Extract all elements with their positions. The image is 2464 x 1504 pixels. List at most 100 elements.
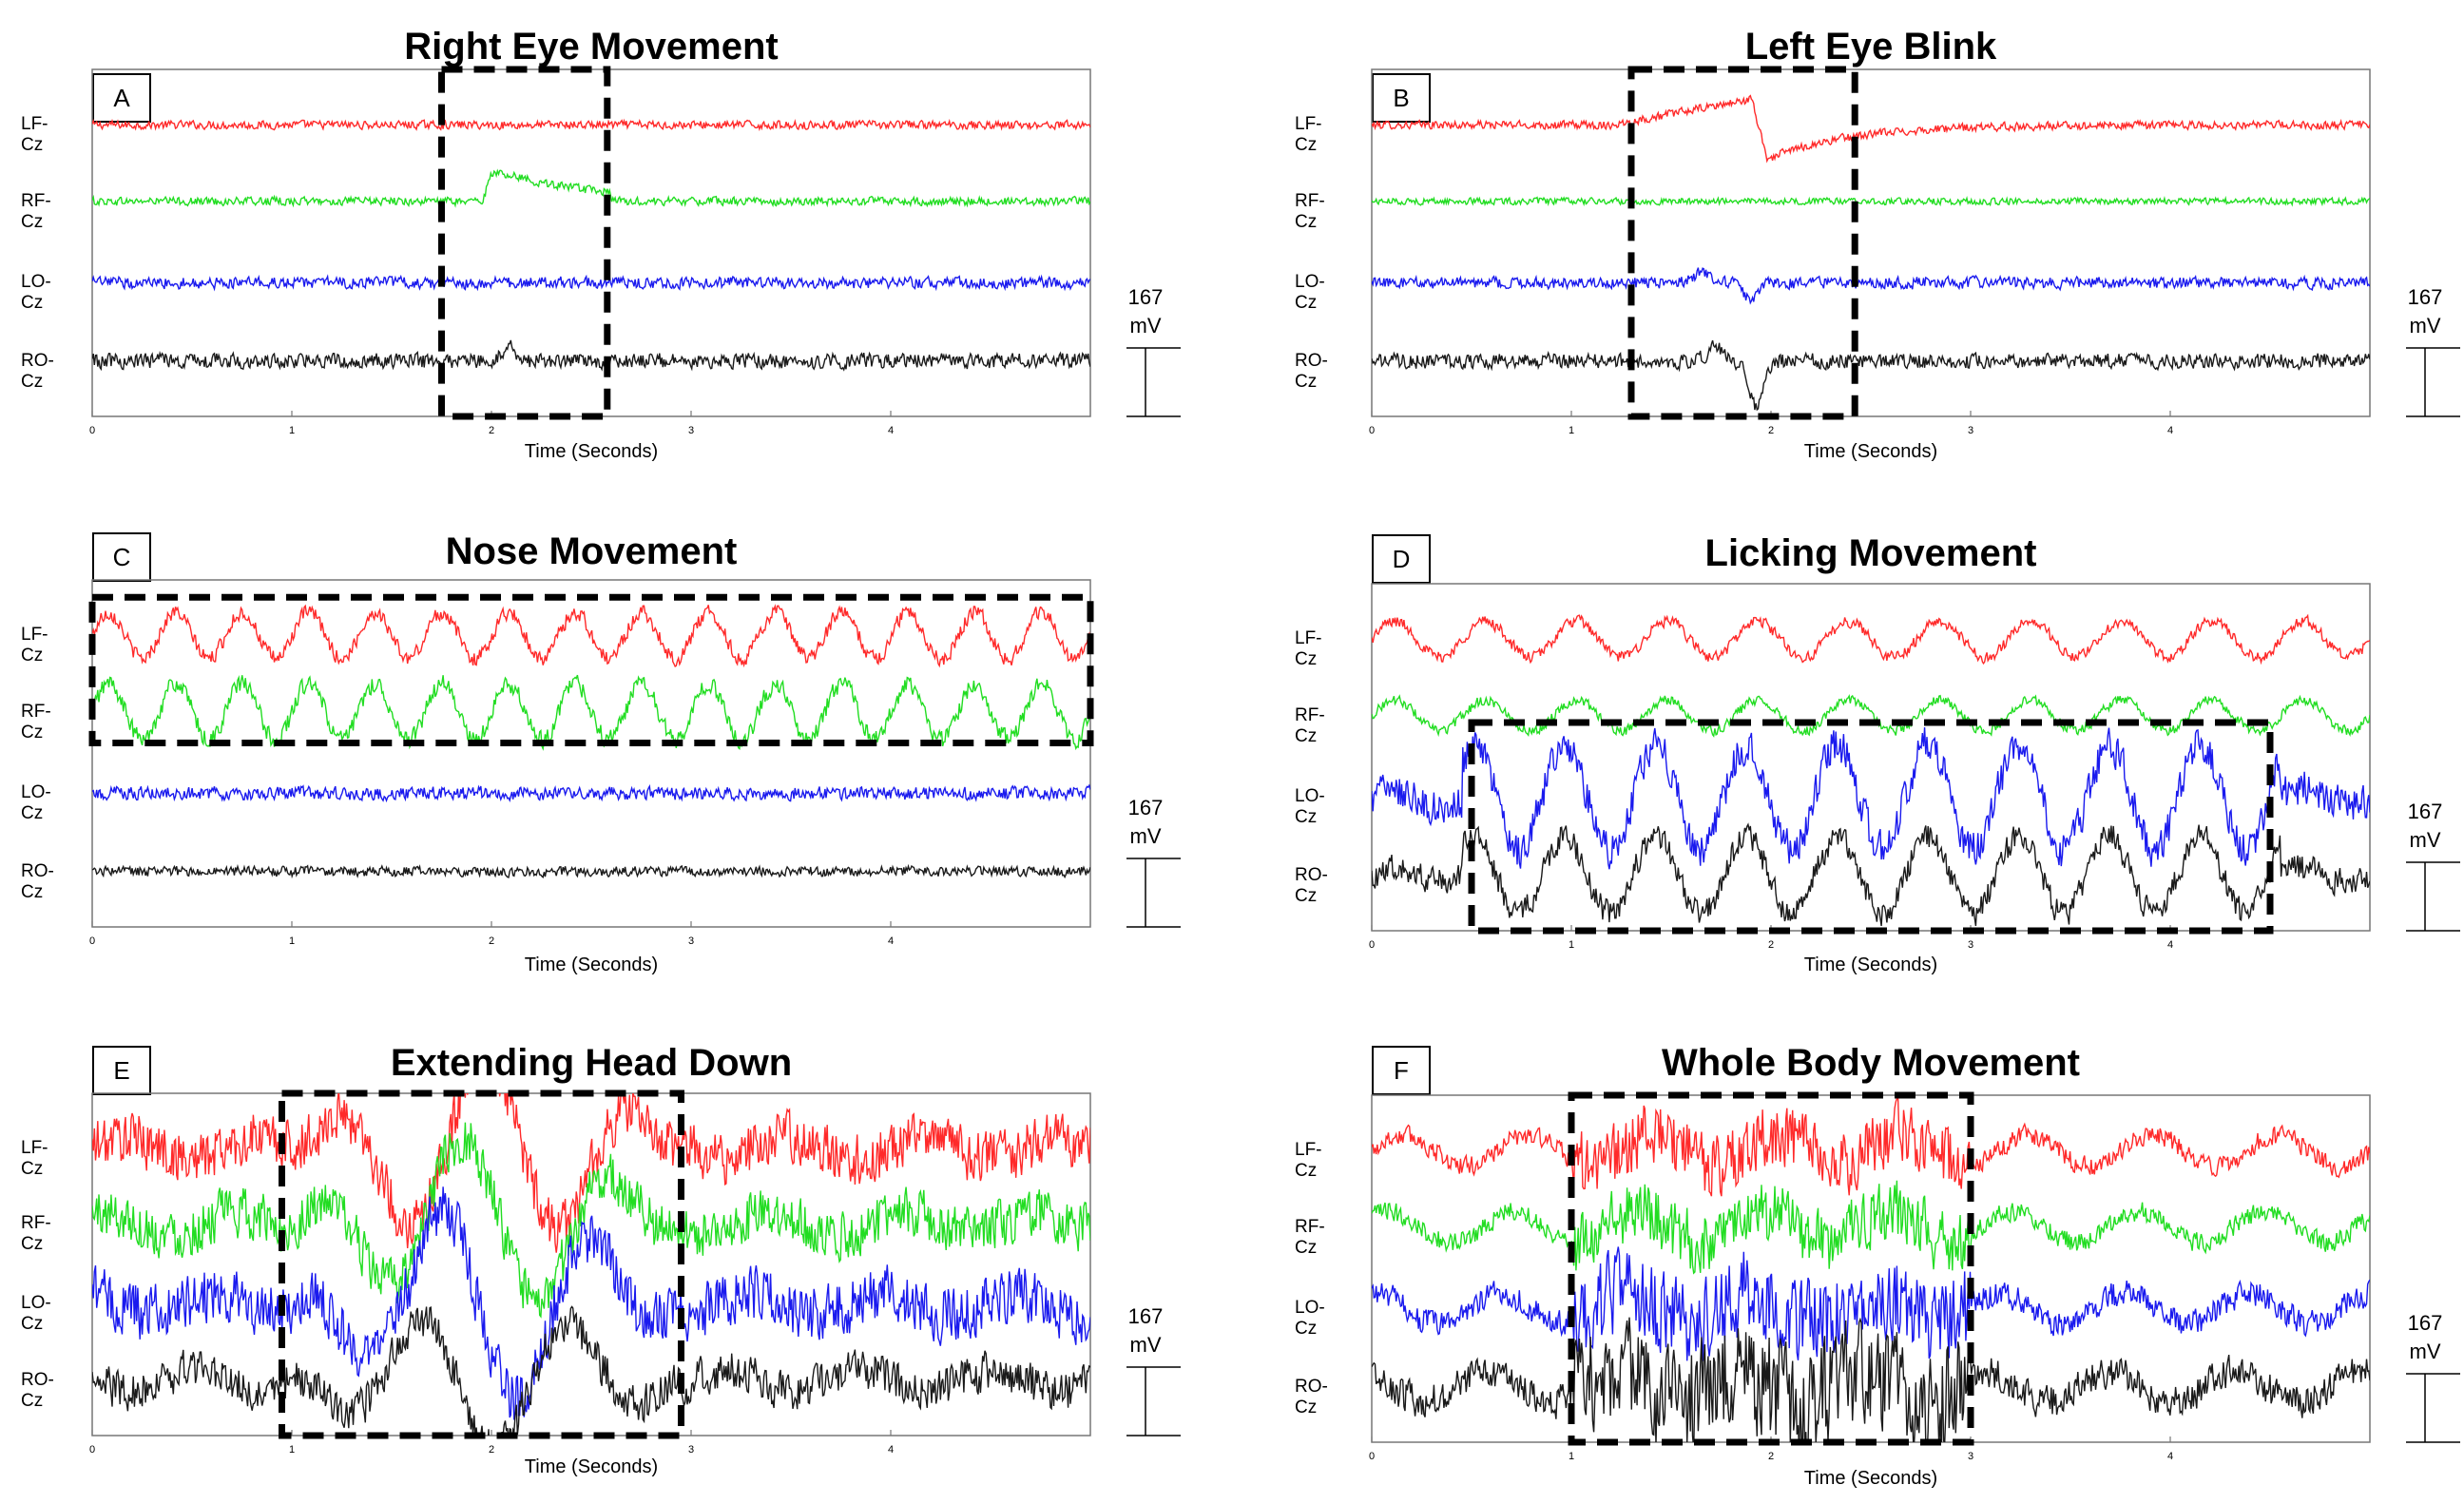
x-tick-label: 2 — [489, 935, 494, 947]
channel-label: RF-Cz — [1295, 1216, 1325, 1258]
trace-rf-cz — [1372, 693, 2370, 738]
scale-unit: mV — [1129, 824, 1162, 848]
channel-label: LF-Cz — [1295, 114, 1322, 156]
scale-label: 167 mV — [1117, 1302, 1174, 1359]
panel-letter: E — [92, 1046, 151, 1095]
x-axis-label: Time (Seconds) — [524, 954, 659, 975]
trace-lf-cz — [92, 604, 1090, 668]
panel-title: Licking Movement — [1704, 532, 2037, 574]
trace-ro-cz — [92, 339, 1090, 372]
x-tick-label: 0 — [89, 425, 95, 436]
channel-label: LF-Cz — [21, 114, 48, 156]
scale-unit: mV — [1129, 314, 1162, 337]
x-tick-label: 2 — [1768, 939, 1774, 951]
plot-frame — [1371, 68, 2371, 417]
panel-title: Left Eye Blink — [1744, 26, 1997, 67]
channel-label: RF-Cz — [1295, 704, 1325, 746]
x-tick-label: 4 — [888, 1444, 894, 1456]
trace-lo-cz — [1372, 727, 2370, 870]
trace-rf-cz — [1372, 195, 2370, 207]
panel-title: Right Eye Movement — [404, 26, 779, 67]
trace-ro-cz — [1372, 339, 2370, 412]
trace-rf-cz — [1372, 1180, 2370, 1275]
panel-letter: F — [1372, 1046, 1431, 1095]
trace-lo-cz — [92, 1186, 1090, 1420]
x-tick-label: 1 — [289, 425, 295, 436]
scale-label: 167 mV — [2397, 283, 2454, 340]
x-axis-label: Time (Seconds) — [1803, 441, 1938, 462]
trace-lo-cz — [1372, 267, 2370, 305]
scale-label: 167 mV — [1117, 794, 1174, 851]
channel-label: RO-Cz — [1295, 864, 1328, 906]
trace-lf-cz — [92, 118, 1090, 132]
channel-label: RF-Cz — [21, 190, 51, 232]
trace-lf-cz — [1372, 613, 2370, 665]
channel-label: LO-Cz — [1295, 786, 1325, 828]
channel-label: RO-Cz — [21, 860, 54, 902]
scale-value: 167 — [2407, 1311, 2443, 1335]
x-tick-label: 1 — [289, 935, 295, 947]
channel-label: LF-Cz — [1295, 628, 1322, 670]
scale-value: 167 — [1127, 285, 1164, 309]
channel-label: LF-Cz — [21, 625, 48, 666]
highlight-box — [279, 1089, 684, 1439]
scale-label: 167 mV — [2397, 798, 2454, 855]
channel-label: RO-Cz — [21, 1370, 54, 1412]
scale-value: 167 — [1127, 796, 1164, 819]
channel-label: RF-Cz — [21, 1212, 51, 1254]
panel-letter: C — [92, 532, 151, 582]
channel-label: RF-Cz — [21, 701, 51, 742]
scale-unit: mV — [2409, 828, 2441, 852]
panel-letter: A — [92, 73, 151, 123]
scale-label: 167 mV — [1117, 283, 1174, 340]
trace-lf-cz — [1372, 94, 2370, 164]
x-tick-label: 1 — [1569, 1451, 1574, 1462]
panel-title: Extending Head Down — [390, 1042, 793, 1084]
trace-ro-cz — [92, 1305, 1090, 1436]
x-tick-label: 4 — [2167, 1451, 2173, 1462]
channel-label: LO-Cz — [21, 782, 51, 824]
trace-rf-cz — [92, 1122, 1090, 1319]
panel-title: Nose Movement — [445, 530, 738, 572]
channel-label: LF-Cz — [21, 1137, 48, 1179]
channel-label: LO-Cz — [1295, 1298, 1325, 1340]
highlight-box — [1568, 1091, 1974, 1446]
channel-label: LO-Cz — [21, 1293, 51, 1335]
scale-value: 167 — [2407, 285, 2443, 309]
scale-unit: mV — [2409, 314, 2441, 337]
channel-label: RO-Cz — [1295, 350, 1328, 392]
trace-rf-cz — [92, 168, 1090, 208]
channel-label: LO-Cz — [21, 272, 51, 314]
x-axis-label: Time (Seconds) — [1803, 1468, 1938, 1489]
trace-lo-cz — [92, 783, 1090, 803]
scale-value: 167 — [1127, 1304, 1164, 1328]
scale-unit: mV — [1129, 1333, 1162, 1357]
x-tick-label: 2 — [1768, 425, 1774, 436]
x-tick-label: 0 — [89, 935, 95, 947]
channel-label: RF-Cz — [1295, 190, 1325, 232]
x-tick-label: 3 — [1968, 425, 1973, 436]
x-tick-label: 3 — [688, 1444, 694, 1456]
x-tick-label: 1 — [289, 1444, 295, 1456]
x-axis-label: Time (Seconds) — [1803, 954, 1938, 975]
channel-label: RO-Cz — [21, 350, 54, 392]
scale-value: 167 — [2407, 800, 2443, 823]
panel-letter: B — [1372, 73, 1431, 123]
x-tick-label: 2 — [489, 425, 494, 436]
x-tick-label: 4 — [888, 935, 894, 947]
x-tick-label: 3 — [1968, 939, 1973, 951]
x-tick-label: 2 — [1768, 1451, 1774, 1462]
x-tick-label: 4 — [2167, 425, 2173, 436]
trace-lf-cz — [1372, 1097, 2370, 1197]
trace-ro-cz — [1372, 1317, 2370, 1442]
channel-label: LO-Cz — [1295, 272, 1325, 314]
plot-frame — [91, 579, 1091, 928]
highlight-box — [1468, 719, 2274, 935]
highlight-box — [438, 66, 611, 420]
